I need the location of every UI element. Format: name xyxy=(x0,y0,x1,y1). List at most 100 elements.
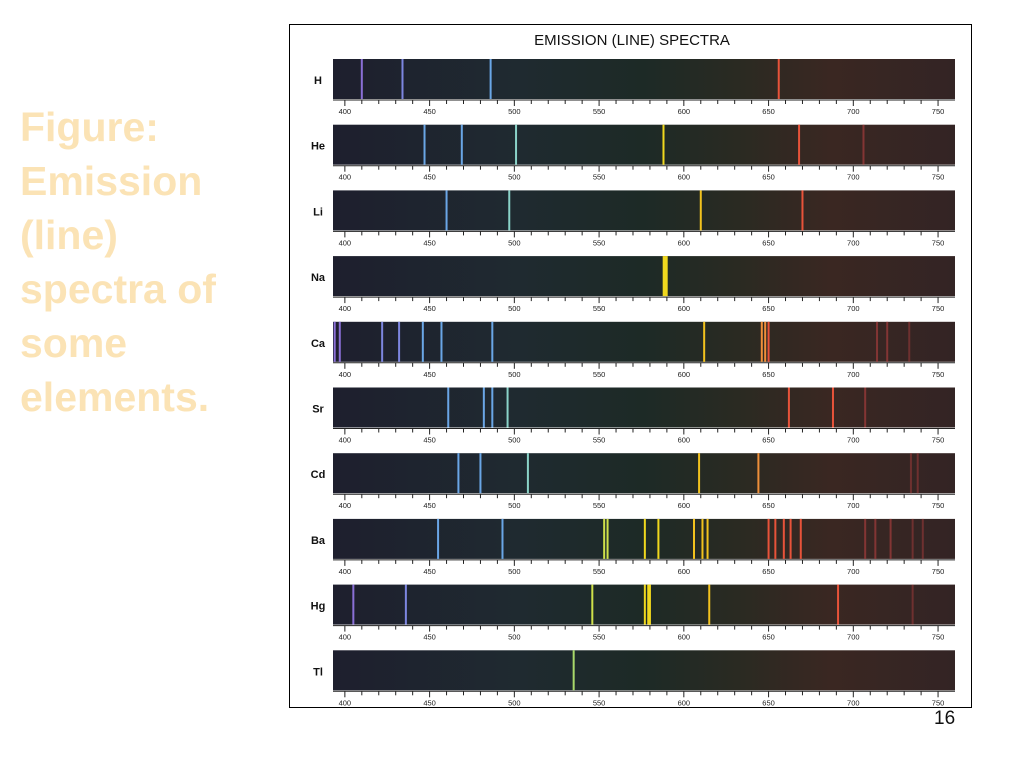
tick-label: 400 xyxy=(339,501,352,510)
spectrum-strip xyxy=(333,453,955,494)
slide-title-line: spectra of xyxy=(20,266,216,312)
tick-label: 450 xyxy=(423,567,436,576)
spectrum-strip xyxy=(333,59,955,99)
emission-line xyxy=(831,387,834,428)
tick-label: 550 xyxy=(593,173,606,182)
tick-label: 500 xyxy=(508,107,521,116)
tick-label: 750 xyxy=(932,173,945,182)
slide-title-line: Figure: xyxy=(20,104,159,150)
emission-line xyxy=(591,584,594,625)
tick-label: 450 xyxy=(423,304,436,313)
tick-label: 550 xyxy=(593,501,606,510)
tick-label: 750 xyxy=(932,698,945,707)
slide-title-line: Emission xyxy=(20,158,203,204)
tick-label: 650 xyxy=(762,698,775,707)
tick-label: 650 xyxy=(762,501,775,510)
emission-line xyxy=(421,321,424,362)
tick-label: 600 xyxy=(678,173,691,182)
tick-label: 650 xyxy=(762,436,775,445)
emission-line xyxy=(482,387,485,428)
emission-line xyxy=(404,584,407,625)
emission-line xyxy=(657,518,660,559)
spectrum-row-hg: Hg 400 450 500 550 600 650 700 750 xyxy=(311,584,955,642)
tick-label: 600 xyxy=(678,698,691,707)
tick-label: 700 xyxy=(847,567,860,576)
element-label: Ca xyxy=(311,338,326,350)
emission-line xyxy=(479,453,482,494)
emission-line xyxy=(789,518,792,559)
emission-line xyxy=(603,518,606,559)
spectrum-strip xyxy=(333,387,955,428)
tick-label: 450 xyxy=(423,370,436,379)
tick-label: 700 xyxy=(847,633,860,642)
tick-label: 400 xyxy=(339,107,352,116)
tick-label: 650 xyxy=(762,304,775,313)
tick-label: 700 xyxy=(847,107,860,116)
tick-label: 700 xyxy=(847,238,860,247)
slide-title-line: some xyxy=(20,320,128,366)
element-label: He xyxy=(311,141,325,153)
tick-label: 750 xyxy=(932,107,945,116)
tick-label: 400 xyxy=(339,238,352,247)
tick-label: 750 xyxy=(932,567,945,576)
tick-label: 750 xyxy=(932,501,945,510)
tick-label: 550 xyxy=(593,304,606,313)
tick-label: 600 xyxy=(678,238,691,247)
emission-line xyxy=(886,321,889,362)
tick-label: 500 xyxy=(508,304,521,313)
tick-label: 600 xyxy=(678,633,691,642)
tick-label: 700 xyxy=(847,698,860,707)
tick-label: 750 xyxy=(932,238,945,247)
emission-line xyxy=(662,256,668,297)
emission-line xyxy=(648,584,651,625)
element-label: Ba xyxy=(311,535,326,547)
tick-label: 650 xyxy=(762,238,775,247)
emission-line xyxy=(647,584,650,625)
element-label: Sr xyxy=(312,404,324,416)
tick-label: 500 xyxy=(508,370,521,379)
emission-line xyxy=(757,453,760,494)
emission-line xyxy=(908,321,911,362)
tick-label: 700 xyxy=(847,173,860,182)
spectrum-strip xyxy=(333,321,955,362)
emission-line xyxy=(701,518,704,559)
tick-label: 750 xyxy=(932,633,945,642)
tick-label: 650 xyxy=(762,567,775,576)
tick-label: 500 xyxy=(508,633,521,642)
tick-label: 750 xyxy=(932,436,945,445)
emission-line xyxy=(798,124,801,165)
emission-line xyxy=(572,650,575,691)
tick-label: 650 xyxy=(762,173,775,182)
emission-line xyxy=(703,321,706,362)
tick-label: 450 xyxy=(423,698,436,707)
emission-line xyxy=(801,190,804,231)
element-label: Cd xyxy=(311,469,326,481)
tick-label: 400 xyxy=(339,304,352,313)
tick-label: 400 xyxy=(339,173,352,182)
tick-label: 450 xyxy=(423,633,436,642)
emission-line xyxy=(909,453,912,494)
emission-line xyxy=(501,518,504,559)
emission-line xyxy=(460,124,463,165)
emission-line xyxy=(437,518,440,559)
tick-label: 600 xyxy=(678,304,691,313)
emission-line xyxy=(440,321,443,362)
element-label: Tl xyxy=(313,666,323,678)
tick-label: 500 xyxy=(508,238,521,247)
element-label: Hg xyxy=(311,601,326,613)
tick-label: 500 xyxy=(508,567,521,576)
emission-line xyxy=(708,584,711,625)
tick-label: 400 xyxy=(339,436,352,445)
emission-line xyxy=(643,518,646,559)
emission-line xyxy=(457,453,460,494)
emission-line xyxy=(764,321,767,362)
emission-line xyxy=(889,518,892,559)
emission-line xyxy=(515,124,518,165)
spectrum-row-cd: Cd 400 450 500 550 600 650 700 750 xyxy=(311,453,955,510)
emission-line xyxy=(921,518,924,559)
emission-line xyxy=(606,518,609,559)
emission-line xyxy=(491,321,494,362)
emission-line xyxy=(338,321,341,362)
emission-line xyxy=(799,518,802,559)
spectrum-row-ca: Ca 400 450 500 550 600 650 700 750 xyxy=(311,321,955,379)
